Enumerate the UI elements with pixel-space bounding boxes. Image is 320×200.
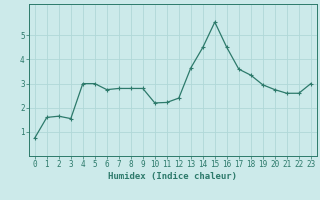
X-axis label: Humidex (Indice chaleur): Humidex (Indice chaleur) <box>108 172 237 181</box>
